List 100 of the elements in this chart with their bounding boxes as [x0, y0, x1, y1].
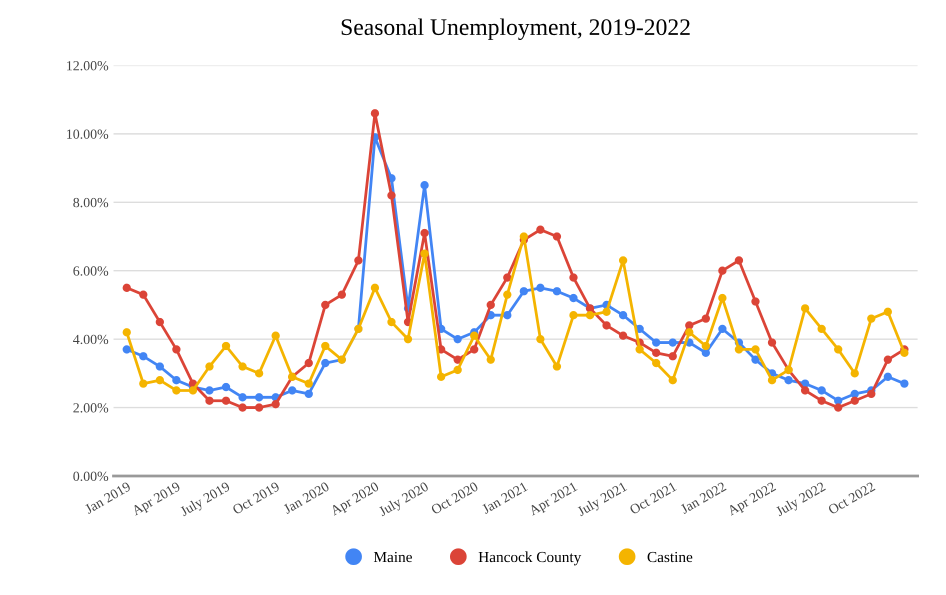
- point: [205, 362, 214, 371]
- point: [702, 314, 710, 323]
- point: [156, 318, 164, 326]
- point: [304, 358, 313, 368]
- x-tick-label: Oct 2020: [430, 481, 479, 515]
- point: [800, 304, 810, 313]
- point: [685, 321, 694, 330]
- y-tick-label: 6.00%: [73, 266, 108, 276]
- point: [817, 386, 826, 395]
- point: [867, 314, 876, 323]
- point: [470, 345, 478, 354]
- point: [172, 376, 181, 384]
- point: [702, 348, 710, 357]
- point: [850, 390, 859, 398]
- point: [751, 356, 760, 364]
- y-tick-label: 12.00%: [67, 61, 108, 70]
- point: [288, 386, 296, 395]
- point: [254, 369, 264, 378]
- point: [751, 297, 760, 306]
- point: [503, 311, 512, 320]
- point: [734, 256, 744, 265]
- point: [569, 294, 578, 302]
- point: [784, 376, 793, 384]
- x-tick-label: Jan 2021: [481, 482, 528, 514]
- x-tick-label: Oct 2019: [232, 481, 280, 515]
- point: [800, 386, 810, 395]
- point: [834, 396, 842, 405]
- point: [453, 356, 462, 364]
- chart-title: Seasonal Unemployment, 2019-2022: [342, 18, 690, 40]
- x-tick-label: Jan 2020: [282, 481, 330, 514]
- point: [486, 300, 495, 310]
- point: [602, 308, 611, 316]
- point: [668, 338, 677, 347]
- point: [536, 284, 545, 292]
- point: [552, 362, 562, 371]
- legend-label: Hancock County: [478, 551, 582, 566]
- point: [453, 334, 462, 344]
- point: [834, 345, 842, 354]
- point: [602, 321, 611, 330]
- point: [436, 372, 446, 381]
- point: [254, 393, 264, 402]
- point: [586, 311, 594, 320]
- point: [354, 256, 363, 265]
- point: [338, 290, 346, 299]
- point: [304, 379, 313, 388]
- point: [536, 226, 545, 234]
- point: [156, 376, 164, 384]
- point: [569, 311, 578, 320]
- point: [321, 300, 330, 310]
- point: [156, 362, 164, 371]
- point: [817, 396, 826, 405]
- point: [734, 345, 744, 354]
- point: [271, 332, 280, 340]
- point: [618, 311, 628, 320]
- point: [139, 379, 148, 388]
- point: [238, 393, 247, 402]
- point: [271, 400, 280, 408]
- point: [420, 228, 429, 238]
- point: [702, 342, 710, 350]
- x-tick-label: Oct 2021: [629, 482, 677, 515]
- point: [370, 109, 380, 118]
- point: [652, 348, 660, 357]
- point: [139, 290, 148, 299]
- point: [188, 386, 198, 395]
- point: [635, 345, 644, 354]
- point: [768, 376, 776, 384]
- point: [122, 345, 131, 354]
- point: [768, 338, 776, 347]
- point: [453, 366, 462, 374]
- point: [652, 358, 660, 368]
- point: [520, 232, 528, 241]
- x-tick-label: Jan 2019: [84, 481, 132, 514]
- point: [520, 287, 528, 296]
- point: [718, 324, 727, 334]
- legend-label: Castine: [648, 552, 692, 562]
- point: [387, 191, 396, 200]
- point: [238, 362, 247, 371]
- point: [503, 290, 512, 299]
- point: [205, 396, 214, 405]
- point: [404, 334, 412, 344]
- y-tick-label: 10.00%: [67, 129, 108, 139]
- point: [900, 348, 909, 357]
- point: [321, 342, 330, 350]
- point: [254, 403, 264, 412]
- point: [370, 284, 380, 292]
- point: [569, 273, 578, 282]
- point: [387, 318, 396, 326]
- point: [122, 284, 131, 292]
- y-tick-label: 4.00%: [73, 334, 108, 344]
- y-tick-label: 2.00%: [73, 403, 108, 413]
- point: [420, 249, 429, 258]
- x-tick-label: Oct 2022: [828, 482, 876, 515]
- point: [222, 382, 230, 392]
- legend-label: Maine: [374, 552, 412, 562]
- point: [238, 403, 247, 412]
- point: [304, 390, 313, 398]
- point: [850, 369, 859, 378]
- point: [884, 372, 892, 381]
- point: [850, 396, 859, 405]
- point: [685, 328, 694, 336]
